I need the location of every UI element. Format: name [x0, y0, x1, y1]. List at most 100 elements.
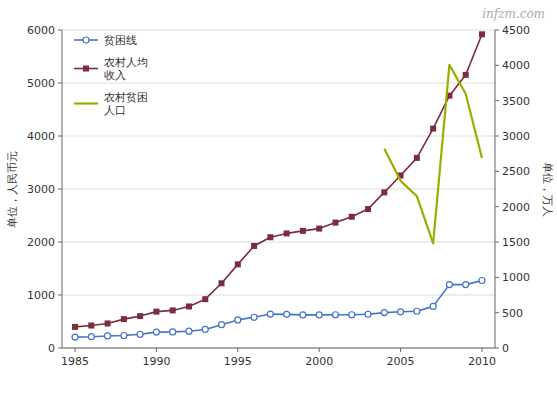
marker	[72, 334, 78, 340]
marker	[349, 214, 355, 220]
y2-tick-label: 2000	[502, 201, 530, 214]
grid-line	[62, 242, 495, 243]
y-tick	[58, 189, 62, 190]
marker	[316, 226, 322, 232]
marker	[235, 261, 241, 267]
y-tick-label: 1000	[27, 289, 55, 302]
x-tick-label: 1995	[224, 355, 252, 368]
x-tick-label: 2010	[468, 355, 496, 368]
marker	[105, 320, 111, 326]
y2-tick-label: 1500	[502, 236, 530, 249]
marker	[463, 282, 469, 288]
marker	[479, 31, 485, 37]
marker	[284, 230, 290, 236]
marker	[202, 326, 208, 332]
y2-tick-label: 3500	[502, 95, 530, 108]
y-tick	[58, 348, 62, 349]
legend-label: 农村人均收入	[104, 56, 148, 82]
marker	[202, 296, 208, 302]
y2-tick	[495, 65, 499, 66]
series-line	[384, 65, 482, 244]
legend-label: 贫困线	[104, 34, 137, 47]
y-tick	[58, 136, 62, 137]
marker	[121, 316, 127, 322]
y2-tick-label: 1000	[502, 271, 530, 284]
legend-label-line: 人口	[104, 104, 126, 117]
y-tick	[58, 242, 62, 243]
marker	[365, 311, 371, 317]
y-tick-label: 2000	[27, 236, 55, 249]
y2-tick-label: 2500	[502, 165, 530, 178]
marker	[300, 312, 306, 318]
series-line	[75, 34, 482, 327]
y2-tick	[495, 312, 499, 313]
marker	[137, 331, 143, 337]
marker	[72, 324, 78, 330]
marker	[267, 311, 273, 317]
marker	[105, 333, 111, 339]
marker	[300, 228, 306, 234]
marker	[332, 312, 338, 318]
y2-tick	[495, 206, 499, 207]
marker	[332, 220, 338, 226]
y-tick-label: 5000	[27, 77, 55, 90]
x-tick	[156, 348, 157, 352]
grid-line	[62, 189, 495, 190]
marker	[284, 311, 290, 317]
marker	[88, 334, 94, 340]
y-axis-label: 单位，人民币元	[6, 151, 19, 228]
x-tick-label: 1985	[61, 355, 89, 368]
marker	[446, 282, 452, 288]
x-tick-label: 1990	[142, 355, 170, 368]
grid-line	[62, 348, 495, 349]
x-axis-line	[62, 348, 495, 349]
y2-axis-line	[495, 30, 496, 348]
grid-line	[62, 83, 495, 84]
y2-tick	[495, 100, 499, 101]
marker	[121, 332, 127, 338]
marker	[349, 312, 355, 318]
marker	[186, 328, 192, 334]
legend-marker	[83, 66, 89, 72]
marker	[463, 72, 469, 78]
x-tick	[481, 348, 482, 352]
marker	[153, 329, 159, 335]
y-tick-label: 4000	[27, 130, 55, 143]
grid-line	[62, 30, 495, 31]
marker	[414, 308, 420, 314]
grid	[62, 30, 495, 348]
marker	[88, 323, 94, 329]
marker	[365, 206, 371, 212]
legend-swatch	[74, 102, 98, 104]
marker	[251, 243, 257, 249]
plot-data	[72, 31, 485, 340]
y2-tick-label: 4000	[502, 59, 530, 72]
marker	[137, 313, 143, 319]
marker	[186, 303, 192, 309]
y2-tick-label: 500	[502, 307, 523, 320]
y-tick-label: 0	[48, 342, 55, 355]
marker	[479, 277, 485, 283]
marker	[170, 307, 176, 313]
legend-label-line: 农村贫困	[104, 91, 148, 104]
legend: 贫困线农村人均收入农村贫困人口	[74, 34, 148, 117]
marker	[316, 312, 322, 318]
y-tick	[58, 83, 62, 84]
series-line	[75, 280, 482, 337]
y2-tick	[495, 171, 499, 172]
legend-label-line: 农村人均	[104, 56, 148, 69]
y2-tick-label: 3000	[502, 130, 530, 143]
watermark: infzm.com	[482, 7, 545, 21]
y-tick-label: 3000	[27, 183, 55, 196]
y-tick	[58, 30, 62, 31]
chart: 1985199019952000200520100100020003000400…	[0, 0, 557, 400]
legend-label-line: 贫困线	[104, 34, 137, 47]
marker	[414, 155, 420, 161]
marker	[219, 280, 225, 286]
y2-tick	[495, 136, 499, 137]
y2-tick-label: 0	[502, 342, 509, 355]
marker	[219, 322, 225, 328]
legend-label-line: 收入	[104, 69, 126, 82]
marker	[251, 314, 257, 320]
marker	[153, 309, 159, 315]
